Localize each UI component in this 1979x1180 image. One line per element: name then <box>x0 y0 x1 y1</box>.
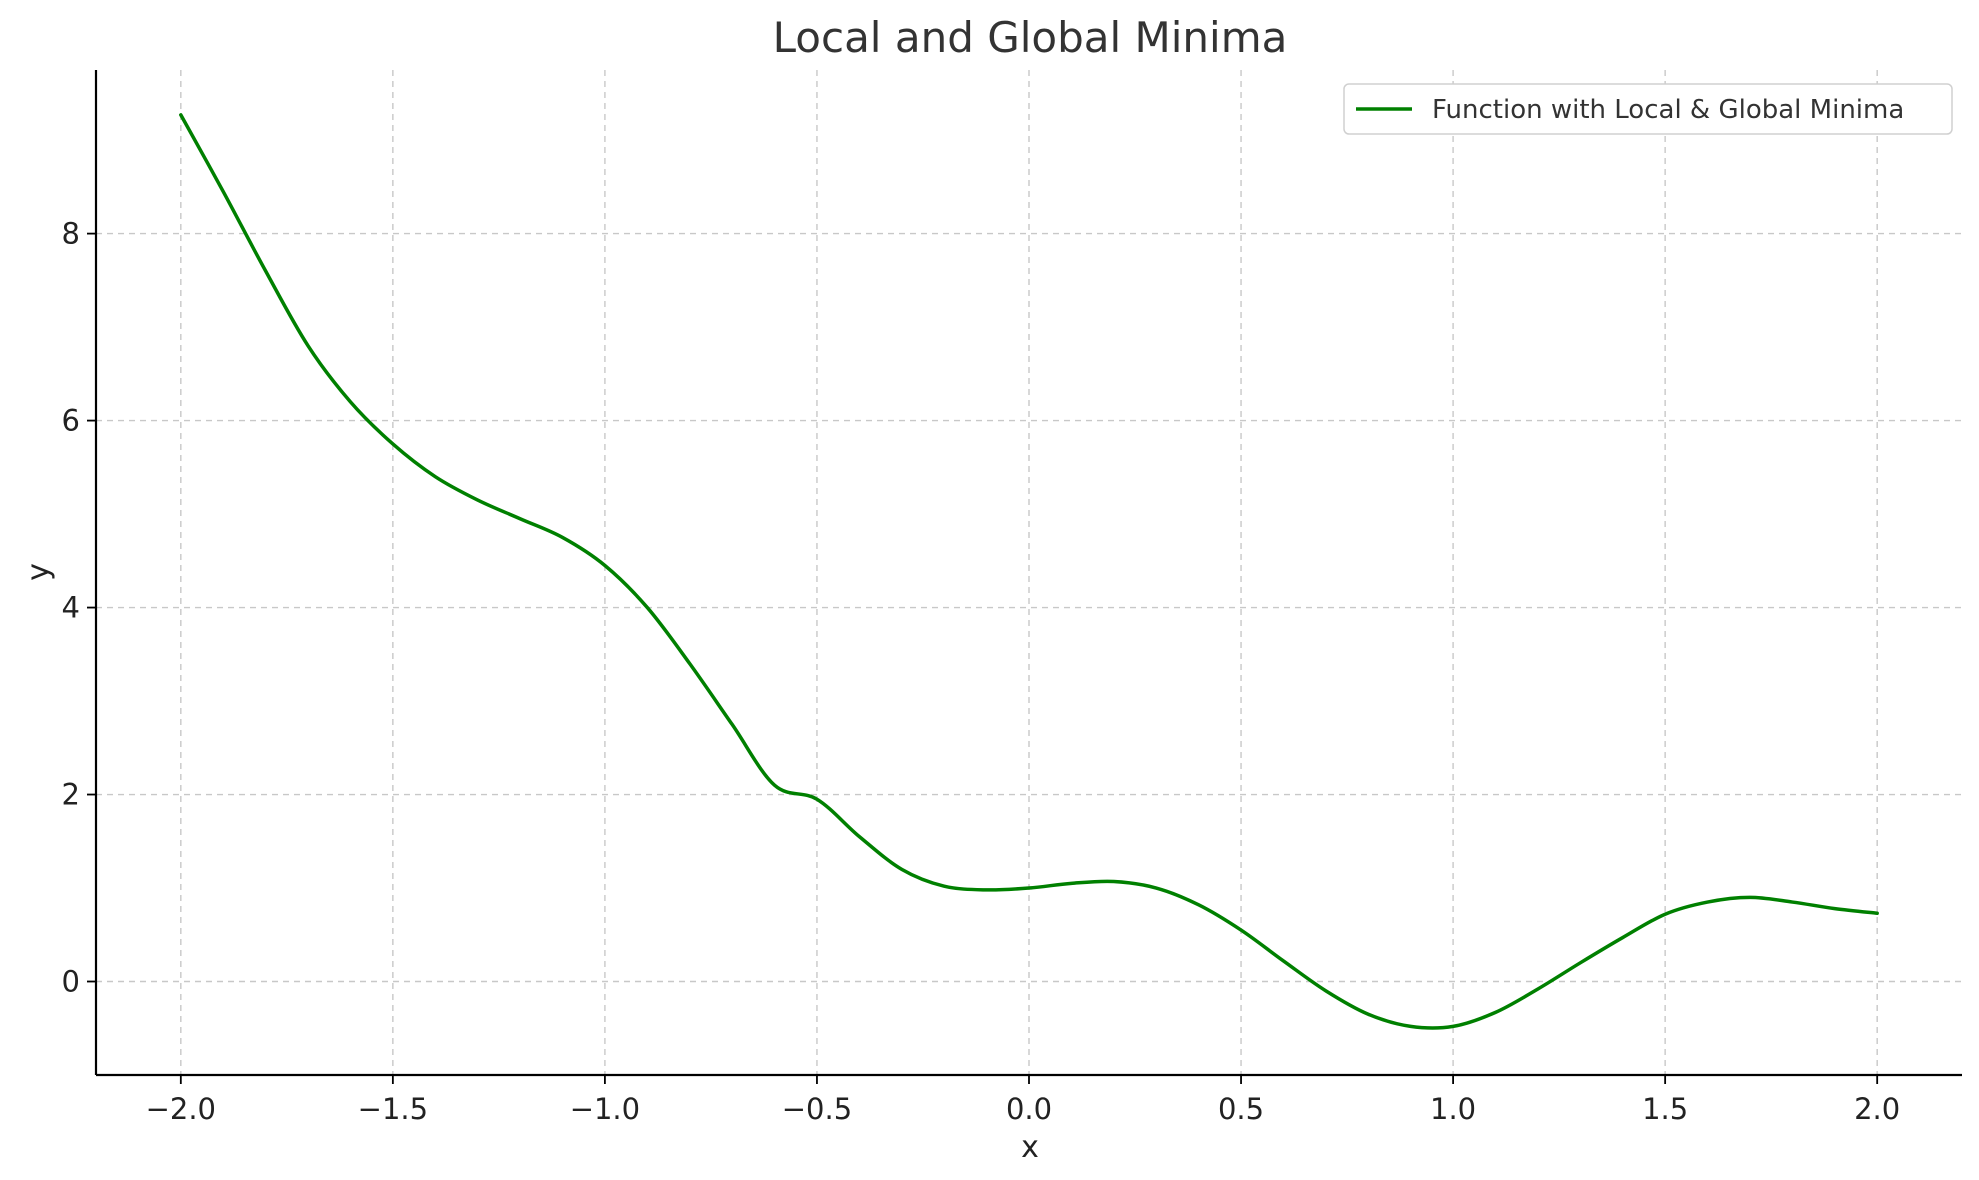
x-tick-label: 0.0 <box>1006 1092 1052 1126</box>
legend: Function with Local & Global Minima <box>1343 83 1953 135</box>
chart-title: Local and Global Minima <box>773 13 1288 62</box>
x-ticks: −2.0 −1.5 −1.0 −0.5 0.0 0.5 1.0 1.5 2.0 <box>146 1075 1900 1126</box>
y-tick-label: 0 <box>62 965 80 999</box>
x-tick-label: 0.5 <box>1218 1092 1264 1126</box>
x-tick-label: −0.5 <box>782 1092 852 1126</box>
y-tick-label: 6 <box>62 404 80 438</box>
y-tick-label: 8 <box>62 217 80 251</box>
x-tick-label: 1.5 <box>1642 1092 1688 1126</box>
x-tick-label: 1.0 <box>1430 1092 1476 1126</box>
x-tick-label: −1.0 <box>570 1092 640 1126</box>
legend-box <box>1343 83 1953 135</box>
y-ticks: 0 2 4 6 8 <box>62 217 96 999</box>
x-tick-label: −2.0 <box>146 1092 216 1126</box>
x-tick-label: −1.5 <box>358 1092 428 1126</box>
y-tick-label: 4 <box>62 591 80 625</box>
series-layer <box>179 113 1879 1030</box>
grid <box>96 70 1962 1075</box>
y-axis-label: y <box>21 563 56 581</box>
series-line <box>179 113 1879 1030</box>
x-axis-label: x <box>1021 1130 1039 1165</box>
y-tick-label: 2 <box>62 778 80 812</box>
legend-label: Function with Local & Global Minima <box>1432 95 1904 125</box>
x-tick-label: 2.0 <box>1854 1092 1900 1126</box>
